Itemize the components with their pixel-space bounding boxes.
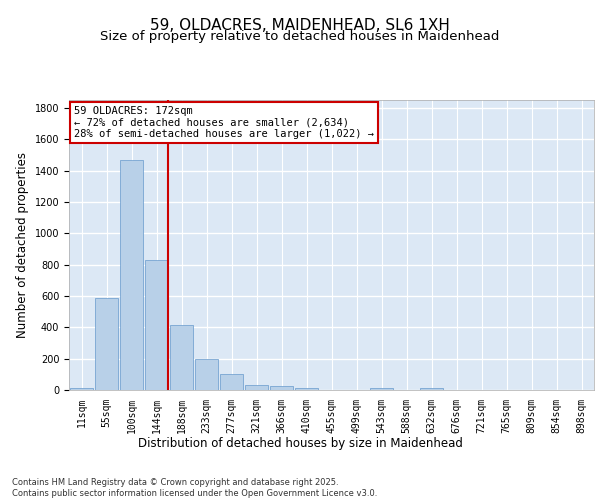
- Text: Size of property relative to detached houses in Maidenhead: Size of property relative to detached ho…: [100, 30, 500, 43]
- Y-axis label: Number of detached properties: Number of detached properties: [16, 152, 29, 338]
- Bar: [270, 386, 293, 390]
- Bar: [95, 298, 118, 390]
- Text: Distribution of detached houses by size in Maidenhead: Distribution of detached houses by size …: [137, 438, 463, 450]
- Bar: [120, 160, 143, 390]
- Bar: [70, 388, 93, 390]
- Bar: [370, 388, 393, 390]
- Bar: [145, 260, 168, 390]
- Bar: [170, 325, 193, 390]
- Text: Contains HM Land Registry data © Crown copyright and database right 2025.
Contai: Contains HM Land Registry data © Crown c…: [12, 478, 377, 498]
- Bar: [195, 358, 218, 390]
- Text: 59 OLDACRES: 172sqm
← 72% of detached houses are smaller (2,634)
28% of semi-det: 59 OLDACRES: 172sqm ← 72% of detached ho…: [74, 106, 374, 139]
- Bar: [295, 388, 318, 390]
- Bar: [245, 386, 268, 390]
- Bar: [420, 388, 443, 390]
- Bar: [220, 374, 243, 390]
- Text: 59, OLDACRES, MAIDENHEAD, SL6 1XH: 59, OLDACRES, MAIDENHEAD, SL6 1XH: [150, 18, 450, 32]
